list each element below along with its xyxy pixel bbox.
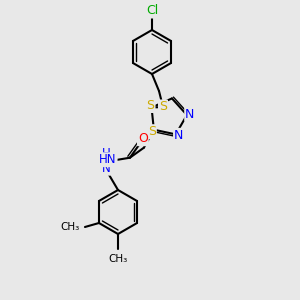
Text: S: S [148,125,156,138]
Text: HN: HN [99,153,117,166]
Text: O: O [138,132,148,145]
Text: N: N [174,129,183,142]
Text: CH₃: CH₃ [108,254,128,264]
Text: S: S [146,99,154,112]
Text: H
N: H N [101,147,110,175]
Text: S: S [159,100,167,113]
Text: CH₃: CH₃ [61,222,80,232]
Text: Cl: Cl [146,4,158,17]
Text: N: N [185,107,195,121]
